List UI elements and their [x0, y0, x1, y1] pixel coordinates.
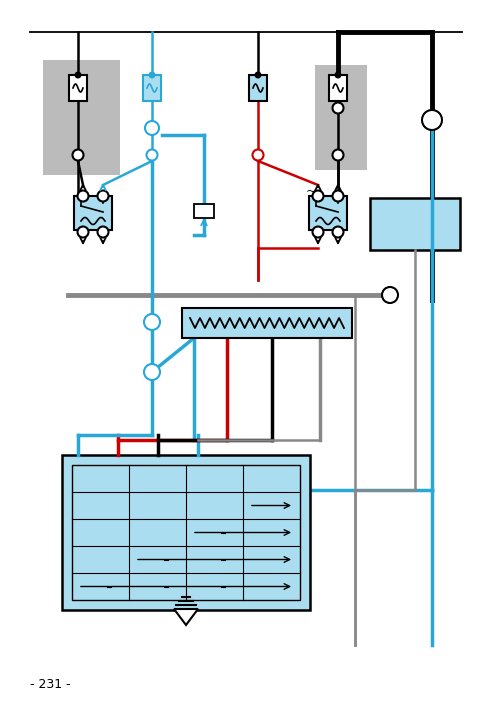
Circle shape	[252, 150, 263, 161]
Circle shape	[144, 364, 160, 380]
Bar	[143, 75, 161, 101]
Circle shape	[74, 72, 81, 79]
Bar	[74, 196, 112, 230]
Circle shape	[382, 287, 398, 303]
Circle shape	[334, 72, 342, 79]
Circle shape	[144, 314, 160, 330]
Bar	[194, 204, 214, 218]
Bar	[43, 60, 120, 175]
Circle shape	[312, 190, 323, 201]
Circle shape	[77, 227, 88, 237]
Bar	[315, 65, 367, 170]
Bar	[182, 308, 352, 338]
Bar	[370, 198, 460, 250]
Polygon shape	[174, 609, 198, 625]
Bar	[62, 455, 310, 610]
Text: - 231 -: - 231 -	[30, 678, 70, 691]
Circle shape	[146, 150, 158, 161]
Bar	[249, 75, 267, 101]
Bar	[72, 465, 300, 600]
Circle shape	[332, 150, 344, 161]
Bar	[329, 75, 347, 101]
Circle shape	[422, 110, 442, 130]
Circle shape	[148, 72, 156, 79]
Circle shape	[254, 72, 261, 79]
Circle shape	[72, 150, 83, 161]
Circle shape	[332, 102, 344, 114]
Circle shape	[332, 190, 344, 201]
Circle shape	[98, 227, 109, 237]
Circle shape	[332, 227, 344, 237]
Circle shape	[98, 190, 109, 201]
Circle shape	[77, 190, 88, 201]
Bar	[309, 196, 347, 230]
Text: ~: ~	[306, 185, 316, 198]
Bar	[69, 75, 87, 101]
Circle shape	[145, 121, 159, 135]
Circle shape	[312, 227, 323, 237]
